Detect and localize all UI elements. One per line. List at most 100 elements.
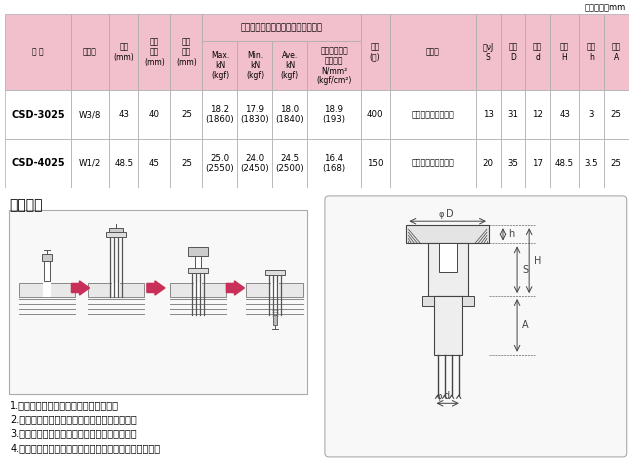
Text: 25: 25	[611, 110, 622, 119]
Bar	[272, 139, 307, 188]
Bar	[550, 14, 579, 90]
Text: 16.4
(168): 16.4 (168)	[323, 154, 346, 173]
Bar	[462, 296, 474, 306]
Text: 4.ボルトは緩みのないよう最後までねじ込んで下さい。: 4.ボルトは緩みのないよう最後までねじ込んで下さい。	[10, 443, 160, 453]
Bar	[360, 139, 390, 188]
Bar	[171, 14, 202, 90]
Bar	[171, 139, 202, 188]
Text: 3: 3	[589, 110, 594, 119]
Bar	[550, 139, 579, 188]
Bar	[265, 270, 285, 275]
Bar	[43, 283, 51, 297]
Text: ねじ径: ねじ径	[83, 48, 97, 56]
FancyArrow shape	[147, 281, 165, 295]
Text: 頭厚
h: 頭厚 h	[587, 43, 596, 62]
Text: 25: 25	[181, 159, 192, 168]
Text: CSD-4025: CSD-4025	[11, 158, 65, 168]
Text: 断熱
A: 断熱 A	[612, 43, 621, 62]
Text: コンクリート
圧縮強度
N/mm²
(kgf/cm²): コンクリート 圧縮強度 N/mm² (kgf/cm²)	[316, 46, 352, 85]
Text: H: H	[534, 256, 542, 266]
Text: コンクリート埋設　引抜試験実測値: コンクリート埋設 引抜試験実測値	[241, 23, 323, 32]
Bar	[438, 244, 457, 272]
Text: 35: 35	[507, 159, 518, 168]
Bar	[406, 225, 489, 244]
Text: S: S	[522, 265, 528, 275]
Bar	[390, 90, 476, 139]
Bar	[525, 90, 550, 139]
Bar	[390, 14, 476, 90]
Text: 31: 31	[507, 110, 518, 119]
Text: 3.金具頭部をハンマーで垂直に叩き込みます。: 3.金具頭部をハンマーで垂直に叩き込みます。	[10, 429, 137, 438]
Bar	[500, 14, 525, 90]
FancyArrow shape	[71, 281, 89, 295]
Bar	[238, 90, 272, 139]
Text: 24.0
(2450): 24.0 (2450)	[241, 154, 269, 173]
Bar	[390, 139, 476, 188]
Text: 赤・青・黄・白・緑: 赤・青・黄・白・緑	[411, 110, 454, 119]
Text: 17.9
(1830): 17.9 (1830)	[241, 105, 269, 124]
Bar	[108, 228, 123, 232]
Bar	[202, 41, 238, 90]
Text: 48.5: 48.5	[555, 159, 574, 168]
Bar	[360, 90, 390, 139]
Text: 耐νJ
S: 耐νJ S	[483, 43, 494, 62]
Bar	[44, 261, 50, 281]
Bar	[550, 90, 579, 139]
Bar	[307, 41, 360, 90]
Text: 1.専用ポンチで断熱材に穴をあけます。: 1.専用ポンチで断熱材に穴をあけます。	[10, 400, 119, 410]
Bar	[360, 14, 390, 90]
Text: 18.2
(1860): 18.2 (1860)	[205, 105, 234, 124]
Text: 25: 25	[611, 159, 622, 168]
Text: D: D	[445, 209, 453, 219]
Text: 12: 12	[532, 110, 543, 119]
Text: φ: φ	[438, 210, 444, 219]
Text: Min.
kN
(kgf): Min. kN (kgf)	[246, 51, 264, 81]
Bar	[525, 14, 550, 90]
Text: CSD-3025: CSD-3025	[11, 110, 65, 119]
Text: 18.0
(1840): 18.0 (1840)	[275, 105, 304, 124]
Bar	[307, 139, 360, 188]
Bar	[476, 14, 500, 90]
Text: 品 番: 品 番	[32, 48, 43, 56]
Bar	[272, 90, 307, 139]
Bar	[195, 256, 201, 268]
FancyBboxPatch shape	[325, 196, 627, 457]
Bar	[500, 139, 525, 188]
Bar	[202, 14, 360, 41]
Bar	[71, 14, 109, 90]
Bar	[9, 210, 307, 394]
Text: 断熱
材厚
(mm): 断熱 材厚 (mm)	[176, 38, 197, 67]
Bar	[476, 90, 500, 139]
Bar	[273, 315, 277, 325]
Text: 48.5: 48.5	[114, 159, 134, 168]
Bar	[202, 90, 238, 139]
Bar	[307, 90, 360, 139]
Text: 3.5: 3.5	[585, 159, 598, 168]
Text: 埋設
(mm): 埋設 (mm)	[113, 43, 134, 62]
Bar	[5, 139, 71, 188]
Text: 43: 43	[118, 110, 129, 119]
Text: 寸法単位はmm: 寸法単位はmm	[585, 3, 626, 12]
Bar	[139, 90, 171, 139]
Text: W1/2: W1/2	[79, 159, 101, 168]
Text: W3/8: W3/8	[79, 110, 101, 119]
Text: 400: 400	[367, 110, 384, 119]
Bar	[5, 90, 71, 139]
Text: 赤・青・黄・白・緑: 赤・青・黄・白・緑	[411, 159, 454, 168]
Text: 150: 150	[367, 159, 384, 168]
Text: 2.断熱材開口部にインサートを差し込みます。: 2.断熱材開口部にインサートを差し込みます。	[10, 414, 137, 425]
Text: 25: 25	[181, 110, 192, 119]
Bar	[109, 14, 139, 90]
Bar	[604, 14, 629, 90]
Bar	[272, 41, 307, 90]
Bar	[476, 139, 500, 188]
Text: 高さ
H: 高さ H	[560, 43, 570, 62]
Text: 梱包
(個): 梱包 (個)	[370, 43, 381, 62]
Bar	[421, 296, 433, 306]
Text: カラー: カラー	[426, 48, 440, 56]
Text: 45: 45	[149, 159, 160, 168]
Text: 胴経
d: 胴経 d	[533, 43, 542, 62]
Text: d: d	[444, 391, 450, 401]
Bar	[19, 283, 76, 297]
Bar	[246, 283, 303, 297]
